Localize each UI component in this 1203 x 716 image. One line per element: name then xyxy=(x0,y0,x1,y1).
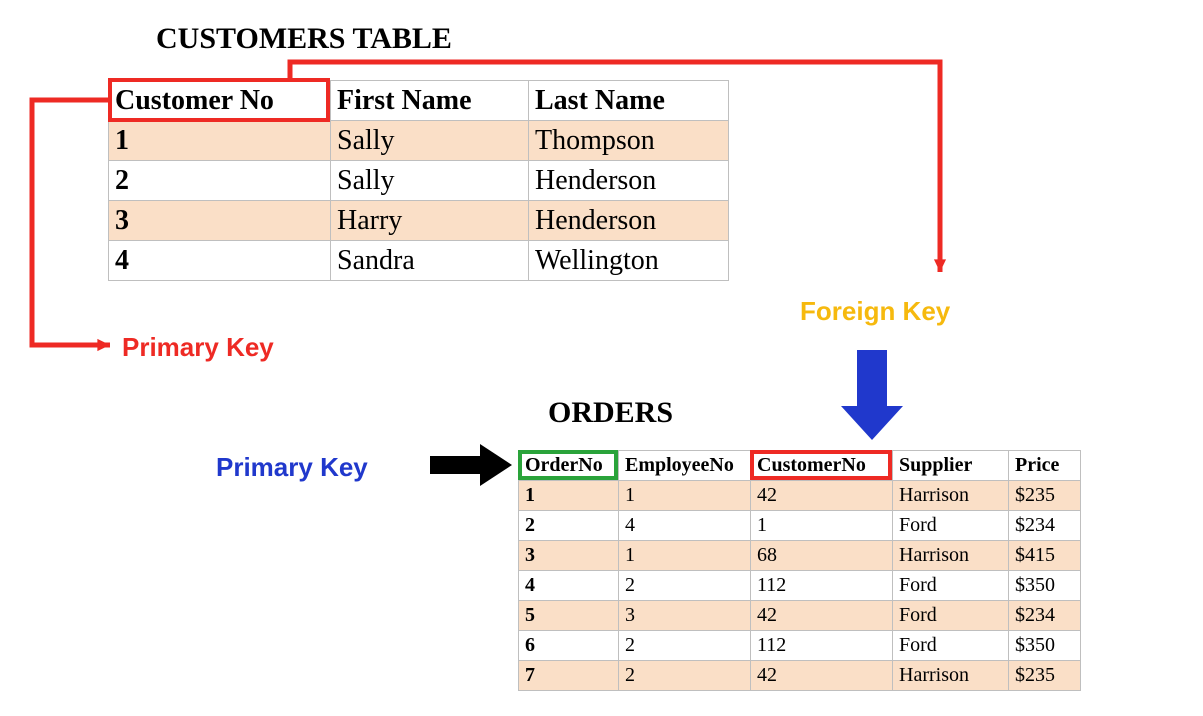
customers-cell: Harry xyxy=(331,201,529,241)
orders-cell: 2 xyxy=(619,571,751,601)
orders-cell: 112 xyxy=(751,631,893,661)
primary-key-label-left: Primary Key xyxy=(122,332,274,363)
orders-cell: Harrison xyxy=(893,541,1009,571)
customers-cell: 2 xyxy=(109,161,331,201)
orders-row: 3168Harrison$415 xyxy=(519,541,1081,571)
orders-cell: 2 xyxy=(619,661,751,691)
customers-header-row: Customer NoFirst NameLast Name xyxy=(109,81,729,121)
orders-cell: 1 xyxy=(751,511,893,541)
customers-cell: Henderson xyxy=(529,201,729,241)
orders-cell: 42 xyxy=(751,481,893,511)
orders-cell: 42 xyxy=(751,601,893,631)
orders-cell: Harrison xyxy=(893,661,1009,691)
foreign-key-block-arrow-icon xyxy=(841,350,903,440)
orders-row: 5342Ford$234 xyxy=(519,601,1081,631)
customers-col-header: Last Name xyxy=(529,81,729,121)
orders-cell: 42 xyxy=(751,661,893,691)
orders-cell: 1 xyxy=(619,541,751,571)
orders-col-header: EmployeeNo xyxy=(619,451,751,481)
orders-cell: 4 xyxy=(519,571,619,601)
customers-cell: Sandra xyxy=(331,241,529,281)
customers-cell: Sally xyxy=(331,121,529,161)
orders-cell: 2 xyxy=(619,631,751,661)
customers-table-title: CUSTOMERS TABLE xyxy=(156,22,452,56)
customers-cell: 1 xyxy=(109,121,331,161)
primary-key-label-right: Primary Key xyxy=(216,452,368,483)
orders-cell: 3 xyxy=(519,541,619,571)
customers-row: 4SandraWellington xyxy=(109,241,729,281)
customers-row: 3HarryHenderson xyxy=(109,201,729,241)
customers-cell: Thompson xyxy=(529,121,729,161)
orders-cell: $234 xyxy=(1009,601,1081,631)
customers-cell: Sally xyxy=(331,161,529,201)
orders-cell: Ford xyxy=(893,601,1009,631)
orders-col-header: OrderNo xyxy=(519,451,619,481)
customers-cell: Henderson xyxy=(529,161,729,201)
orders-cell: 68 xyxy=(751,541,893,571)
diagram-canvas: CUSTOMERS TABLE ORDERS Customer NoFirst … xyxy=(0,0,1203,716)
orders-row: 62112Ford$350 xyxy=(519,631,1081,661)
customers-row: 1SallyThompson xyxy=(109,121,729,161)
orders-row: 241Ford$234 xyxy=(519,511,1081,541)
orders-row: 1142Harrison$235 xyxy=(519,481,1081,511)
customers-table: Customer NoFirst NameLast Name1SallyThom… xyxy=(108,80,729,281)
orders-cell: $235 xyxy=(1009,481,1081,511)
customers-col-header: Customer No xyxy=(109,81,331,121)
customers-col-header: First Name xyxy=(331,81,529,121)
orders-table-title: ORDERS xyxy=(548,396,673,430)
orders-cell: 5 xyxy=(519,601,619,631)
orders-col-header: Supplier xyxy=(893,451,1009,481)
orders-cell: 1 xyxy=(619,481,751,511)
orders-col-header: CustomerNo xyxy=(751,451,893,481)
orders-cell: $350 xyxy=(1009,571,1081,601)
primary-key-block-arrow-icon xyxy=(430,444,512,486)
orders-cell: 2 xyxy=(519,511,619,541)
customers-cell: 4 xyxy=(109,241,331,281)
orders-cell: 4 xyxy=(619,511,751,541)
primary-key-arrow-left-arrowhead-icon xyxy=(97,339,110,351)
orders-cell: Ford xyxy=(893,631,1009,661)
orders-col-header: Price xyxy=(1009,451,1081,481)
orders-cell: 6 xyxy=(519,631,619,661)
foreign-key-arrow-top-arrowhead-icon xyxy=(934,259,946,272)
primary-key-arrow-left-line xyxy=(32,100,110,345)
orders-row: 7242Harrison$235 xyxy=(519,661,1081,691)
orders-cell: 112 xyxy=(751,571,893,601)
customers-cell: 3 xyxy=(109,201,331,241)
orders-row: 42112Ford$350 xyxy=(519,571,1081,601)
orders-cell: Harrison xyxy=(893,481,1009,511)
orders-cell: $235 xyxy=(1009,661,1081,691)
orders-cell: 7 xyxy=(519,661,619,691)
orders-cell: 1 xyxy=(519,481,619,511)
customers-row: 2SallyHenderson xyxy=(109,161,729,201)
orders-table: OrderNoEmployeeNoCustomerNoSupplierPrice… xyxy=(518,450,1081,691)
orders-cell: Ford xyxy=(893,571,1009,601)
orders-cell: $415 xyxy=(1009,541,1081,571)
customers-cell: Wellington xyxy=(529,241,729,281)
orders-cell: $234 xyxy=(1009,511,1081,541)
orders-header-row: OrderNoEmployeeNoCustomerNoSupplierPrice xyxy=(519,451,1081,481)
orders-cell: $350 xyxy=(1009,631,1081,661)
orders-cell: Ford xyxy=(893,511,1009,541)
orders-cell: 3 xyxy=(619,601,751,631)
foreign-key-label: Foreign Key xyxy=(800,296,950,327)
